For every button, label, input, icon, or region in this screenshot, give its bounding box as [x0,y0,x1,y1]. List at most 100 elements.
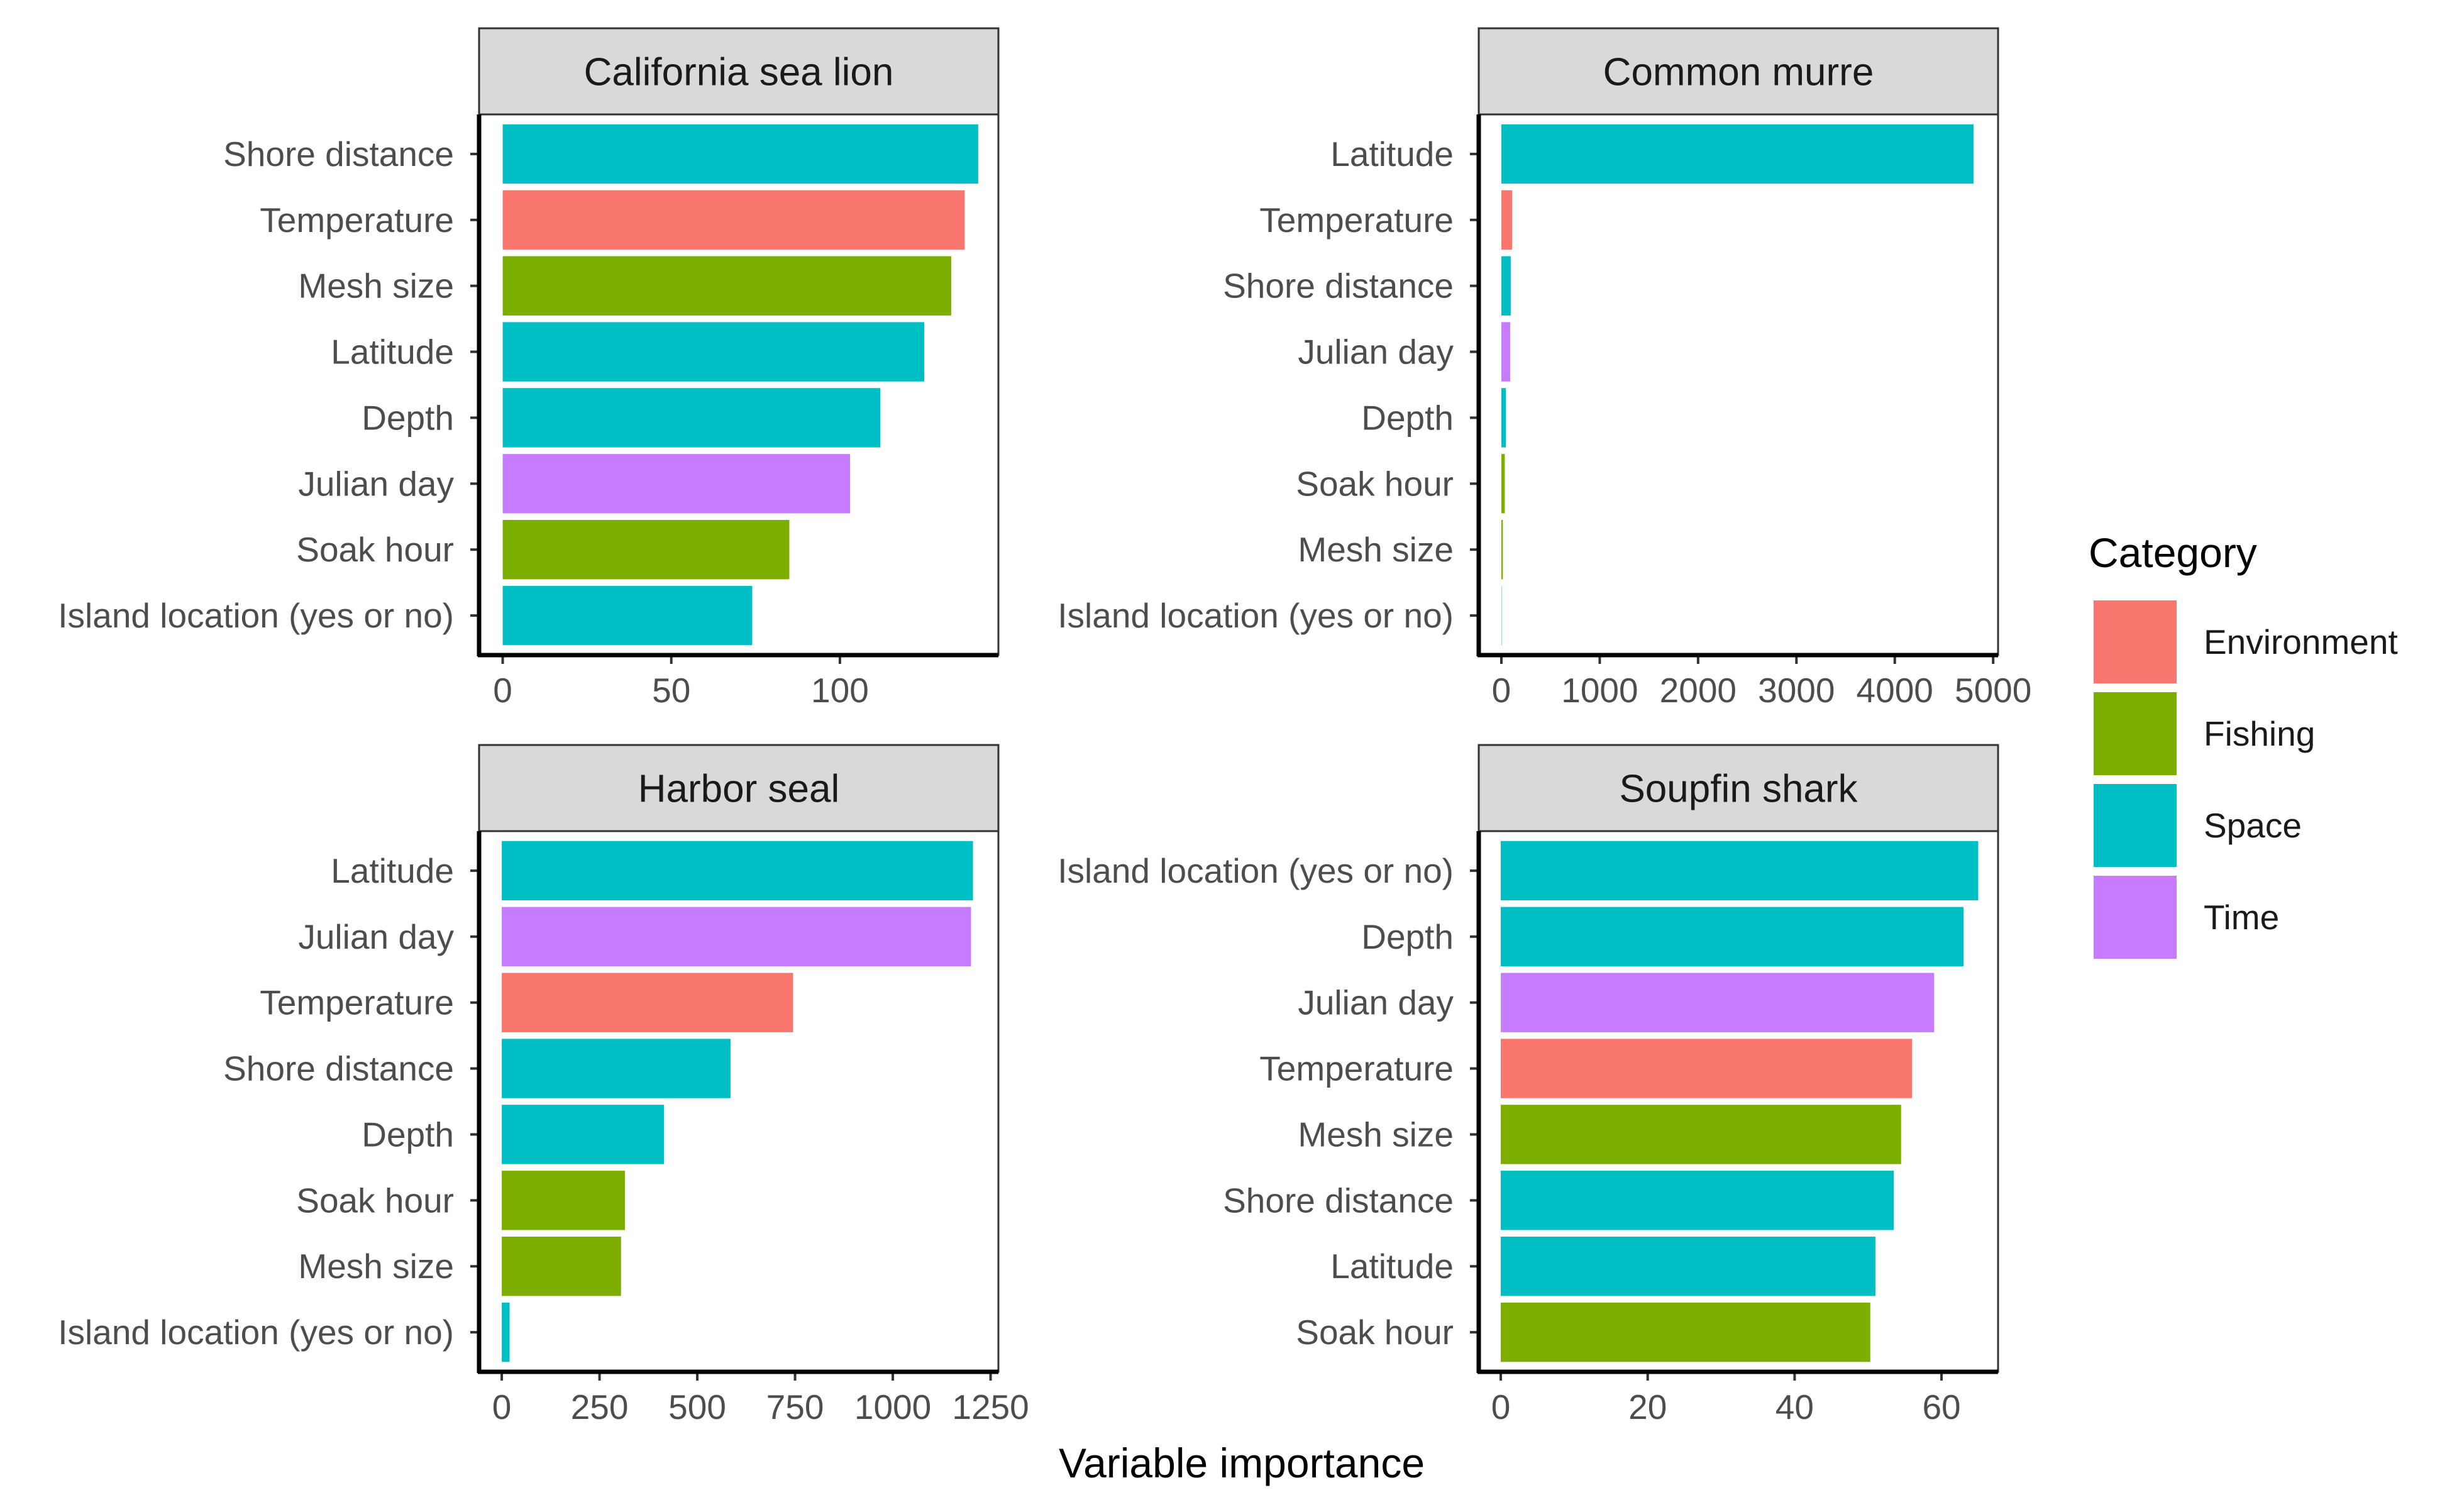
x-tick-label: 500 [668,1388,726,1426]
bar-julian-day [502,454,850,514]
panel-strip [1477,27,1999,116]
y-tick-label: Depth [362,398,454,437]
bar-shore-distance [1501,1171,1894,1230]
legend-key-time [2094,876,2177,959]
bar-julian-day [1501,973,1935,1032]
panel-strip [478,744,1000,832]
x-tick-label: 1000 [1561,671,1638,710]
bar-mesh-size [502,256,951,316]
legend-label: Time [2204,898,2279,937]
legend-label: Space [2204,806,2302,845]
bar-julian-day [502,907,971,966]
x-tick-label: 1250 [952,1388,1029,1426]
y-tick-label: Julian day [298,464,454,503]
y-tick-label: Mesh size [1298,1115,1454,1154]
bar-latitude [502,322,924,382]
y-tick-label: Island location (yes or no) [1058,596,1454,635]
bar-temperature [502,973,793,1032]
legend-key-environment [2094,600,2177,683]
x-tick-label: 3000 [1758,671,1835,710]
legend-label: Environment [2204,622,2398,661]
bar-temperature [1501,190,1513,250]
panel-soupfin-shark: Soupfin shark Island location (yes or no)… [1058,744,1999,1426]
x-tick-label: 100 [811,671,869,710]
bar-island-location-yes-or-no [1501,841,1979,901]
y-tick-label: Latitude [1330,135,1454,174]
y-tick-label: Soak hour [1296,464,1454,503]
bar-depth [1501,388,1506,448]
y-tick-label: Island location (yes or no) [1058,851,1454,890]
bar-shore-distance [502,1039,731,1098]
panel-strip [478,27,1000,116]
bar-temperature [1501,1039,1913,1098]
bar-latitude [1501,1237,1875,1296]
y-tick-label: Latitude [331,851,454,890]
y-tick-label: Julian day [1298,983,1454,1022]
x-tick-label: 50 [652,671,690,710]
y-tick-label: Shore distance [223,1049,454,1088]
y-tick-label: Latitude [1330,1247,1454,1286]
legend-key-fishing [2094,692,2177,775]
y-tick-label: Soak hour [1296,1313,1454,1352]
bar-soak-hour [1501,454,1505,514]
y-tick-label: Depth [362,1115,454,1154]
bar-soak-hour [1501,1302,1870,1362]
y-tick-label: Shore distance [223,135,454,174]
panel-common-murre: Common murre Latitude Temperature Shore dis… [1058,27,2031,710]
bar-shore-distance [1501,256,1511,316]
x-tick-label: 250 [571,1388,629,1426]
y-tick-label: Temperature [1259,201,1454,240]
y-tick-label: Soak hour [296,1181,454,1220]
x-tick-label: 0 [1491,1388,1511,1426]
y-tick-label: Island location (yes or no) [58,1313,454,1352]
x-tick-label: 0 [493,671,512,710]
bar-soak-hour [502,520,790,580]
bar-temperature [502,190,965,250]
panel-title: Soupfin shark [1619,768,1858,811]
bar-latitude [1501,124,1974,184]
bar-mesh-size [1501,520,1503,580]
x-tick-label: 750 [766,1388,824,1426]
panel-title: Harbor seal [638,768,839,811]
bar-latitude [502,841,973,901]
x-tick-label: 1000 [854,1388,931,1426]
panel-harbor-seal: Harbor seal Latitude Julian day Temperature… [58,744,1029,1426]
y-tick-label: Mesh size [298,267,454,306]
x-tick-label: 0 [1492,671,1511,710]
bar-depth [502,388,881,448]
bar-mesh-size [1501,1105,1901,1164]
y-tick-label: Mesh size [298,1247,454,1286]
y-tick-label: Depth [1361,917,1454,956]
panel-title: Common murre [1603,51,1874,94]
y-tick-label: Julian day [298,917,454,956]
bar-mesh-size [502,1237,621,1296]
x-tick-label: 20 [1628,1388,1667,1426]
x-tick-label: 40 [1775,1388,1814,1426]
bar-shore-distance [502,124,978,184]
panel-title: California sea lion [584,51,894,94]
x-tick-label: 2000 [1660,671,1737,710]
y-tick-label: Shore distance [1223,1181,1454,1220]
legend: Category Environment Fishing Space Time [2089,529,2398,959]
panel-background [1479,114,1998,655]
legend-key-space [2094,784,2177,867]
y-tick-label: Depth [1361,398,1454,437]
bar-julian-day [1501,322,1511,382]
x-tick-label: 5000 [1955,671,2031,710]
y-tick-label: Mesh size [1298,530,1454,569]
panel-strip [1477,744,1999,832]
bar-island-location-yes-or-no [502,1302,510,1362]
y-tick-label: Temperature [260,983,454,1022]
y-tick-label: Island location (yes or no) [58,596,454,635]
legend-label: Fishing [2204,714,2315,753]
x-tick-label: 4000 [1857,671,1933,710]
x-axis-title: Variable importance [1059,1440,1425,1486]
y-tick-label: Soak hour [296,530,454,569]
bar-island-location-yes-or-no [1501,585,1502,646]
bar-island-location-yes-or-no [502,585,753,646]
bar-depth [1501,907,1964,966]
y-tick-label: Temperature [260,201,454,240]
y-tick-label: Temperature [1259,1049,1454,1088]
panel-california-sea-lion: California sea lion Shore distance Tempera… [58,27,1000,710]
